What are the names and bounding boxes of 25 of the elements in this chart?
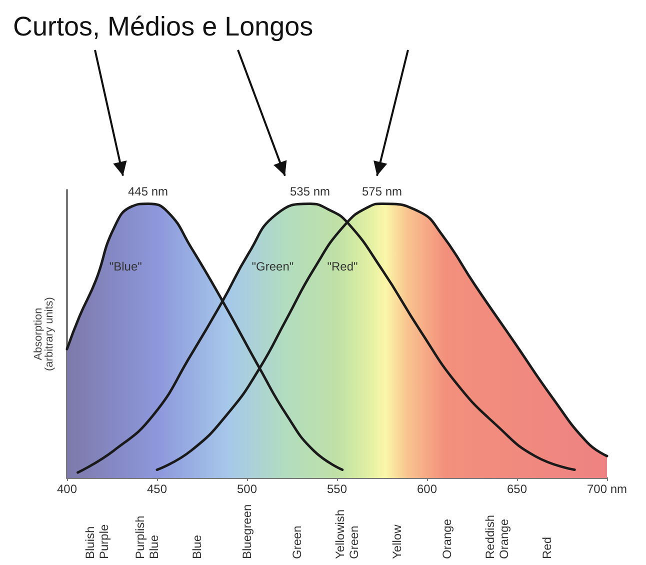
text: Orange <box>440 518 454 559</box>
annotation: 575 nm <box>362 184 402 199</box>
annotation: 535 nm <box>290 184 330 199</box>
series-label: "Red" <box>327 260 358 274</box>
series-label: "Blue" <box>109 260 142 274</box>
text: Red <box>540 536 554 559</box>
text: Reddish Orange <box>483 514 511 559</box>
text: Bluegreen <box>240 504 254 559</box>
x-tick-label: 650 <box>506 482 528 496</box>
text: Bluish Purple <box>83 524 111 559</box>
text: Yellow <box>390 524 404 559</box>
x-tick-label: 600 <box>416 482 438 496</box>
text: Green <box>290 526 304 559</box>
text: Purplish Blue <box>133 516 161 559</box>
x-tick-label: 700 nm <box>586 482 628 496</box>
text: Yellowish Green <box>333 509 361 559</box>
y-axis-title: Absorption (arbitrary units) <box>32 297 56 371</box>
annotation: 445 nm <box>128 184 168 199</box>
chart-title: Curtos, Médios e Longos <box>13 12 314 42</box>
x-tick-label: 500 <box>236 482 258 496</box>
x-tick-label: 400 <box>56 482 78 496</box>
x-tick-label: 450 <box>146 482 168 496</box>
text: Blue <box>190 534 204 559</box>
series-label: "Green" <box>252 260 294 274</box>
x-tick-label: 550 <box>326 482 348 496</box>
